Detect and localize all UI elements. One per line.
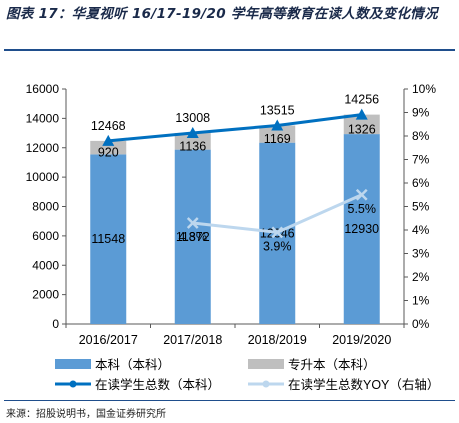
bar-undergrad: [90, 154, 127, 324]
y-tick-label: 8000: [32, 200, 59, 214]
bar-undergrad: [174, 149, 211, 324]
legend-marker: [69, 380, 77, 388]
marker-total: [271, 119, 284, 131]
marker-yoy: [271, 226, 284, 239]
y2-tick-label: 0%: [412, 317, 430, 331]
legend-label: 在读学生总数YOY（右轴）: [288, 377, 439, 392]
y-tick-label: 14000: [26, 111, 60, 125]
y-tick-label: 12000: [26, 141, 60, 155]
y2-tick-label: 7%: [412, 153, 430, 167]
marker-total: [102, 134, 115, 146]
data-label-associate: 1169: [264, 132, 291, 146]
y2-tick-label: 4%: [412, 223, 430, 237]
line-total: [108, 113, 362, 143]
data-label-total: 13515: [260, 103, 295, 117]
data-label-yoy: 3.9%: [263, 239, 292, 253]
legend-label: 在读学生总数（本科）: [95, 377, 220, 392]
y2-tick-label: 8%: [412, 129, 430, 143]
data-label-total: 14256: [344, 93, 379, 107]
marker-total: [355, 108, 368, 120]
bar-associate: [259, 125, 296, 143]
legend-label: 本科（本科）: [95, 358, 170, 372]
data-label-total: 13008: [175, 111, 210, 125]
data-label-yoy: 5.5%: [348, 202, 377, 216]
x-tick-label: 2017/2018: [163, 333, 222, 347]
bar-undergrad: [343, 134, 380, 324]
y2-tick-label: 5%: [412, 200, 430, 214]
y2-tick-label: 6%: [412, 176, 430, 190]
y2-tick-label: 10%: [412, 82, 436, 96]
data-label-undergrad: 12930: [344, 222, 379, 236]
legend-marker: [262, 380, 270, 388]
y-tick-label: 0: [52, 317, 59, 331]
y-tick-label: 2000: [32, 288, 59, 302]
data-label-undergrad: 11548: [91, 232, 125, 246]
legend-label: 专升本（本科）: [288, 357, 376, 372]
x-tick-label: 2016/2017: [79, 333, 138, 347]
marker-yoy: [186, 217, 199, 229]
y2-tick-label: 2%: [412, 270, 430, 284]
source-note: 来源：招股说明书，国金证券研究所: [6, 409, 166, 420]
data-label-associate: 1136: [179, 139, 206, 153]
y2-tick-label: 3%: [412, 247, 430, 261]
legend-swatch: [248, 359, 284, 369]
title-rule: [4, 49, 455, 51]
bar-associate: [174, 132, 211, 150]
marker-total: [186, 126, 199, 138]
bar-associate: [343, 114, 380, 135]
marker-yoy: [355, 188, 368, 201]
bar-associate: [90, 140, 127, 155]
y-tick-label: 4000: [32, 258, 59, 272]
data-label-associate: 1326: [348, 122, 376, 136]
chart-title: 图表 17：华夏视听 16/17-19/20 学年高等教育在读人数及变化情况: [6, 6, 438, 22]
x-tick-label: 2018/2019: [248, 333, 307, 347]
data-label-total: 12468: [91, 119, 126, 133]
data-label-associate: 920: [98, 146, 119, 160]
data-label-undergrad: 11872: [176, 230, 210, 244]
legend-swatch: [55, 359, 91, 369]
y-tick-label: 16000: [26, 82, 60, 96]
data-label-yoy: 4.3%: [179, 230, 208, 244]
y2-tick-label: 1%: [412, 294, 430, 308]
source-rule: [4, 400, 455, 401]
y-tick-label: 6000: [32, 229, 59, 243]
y2-tick-label: 9%: [412, 106, 430, 120]
x-tick-label: 2019/2020: [332, 333, 391, 347]
y-tick-label: 10000: [26, 170, 60, 184]
